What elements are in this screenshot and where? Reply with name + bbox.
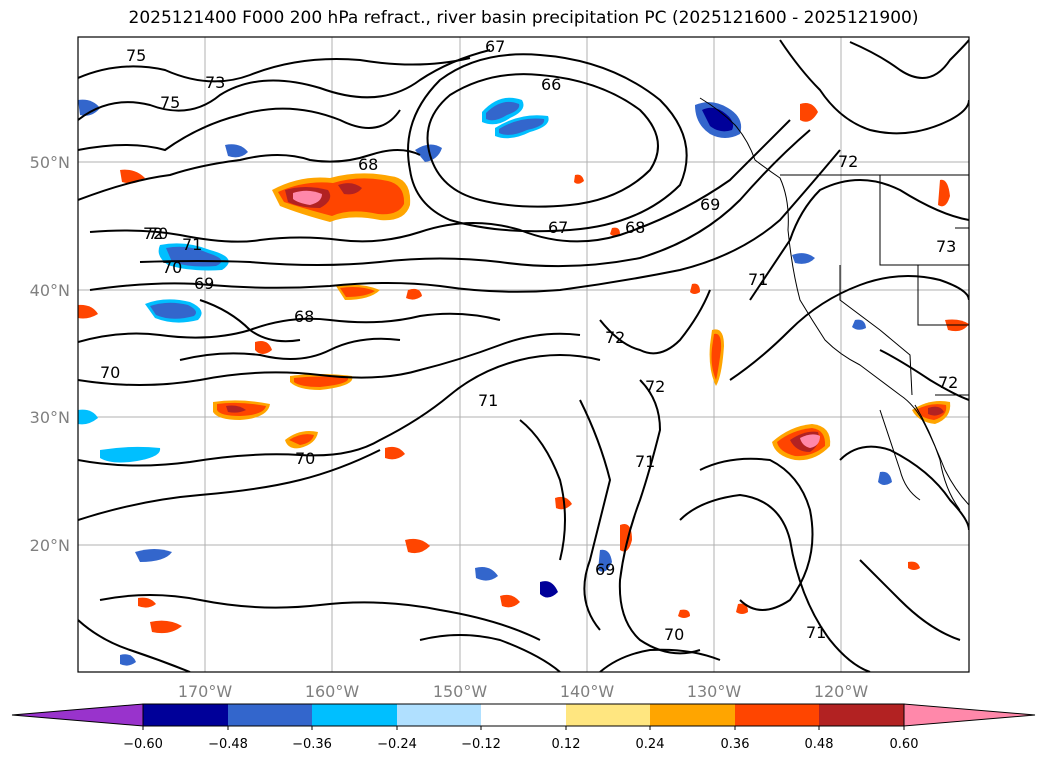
contour-label: 71 — [182, 235, 202, 254]
contour-label: 72 — [605, 328, 625, 347]
colorbar-segment — [481, 704, 566, 726]
contour-label: 71 — [748, 270, 768, 289]
contour-label: 71 — [635, 452, 655, 471]
colorbar-segment — [735, 704, 819, 726]
contour-label: 69 — [595, 560, 615, 579]
lon-label: 130°W — [687, 682, 742, 701]
contour-label: 72 — [838, 152, 858, 171]
contour-label: 70 — [100, 363, 120, 382]
colorbar-segment — [819, 704, 904, 726]
contour-label: 70 — [664, 625, 684, 644]
colorbar-tick-label: 0.36 — [721, 737, 750, 752]
lon-label: 120°W — [814, 682, 869, 701]
refractivity-contours — [78, 39, 969, 672]
contour-label: 72 — [938, 373, 958, 392]
contour-label: 70 — [162, 258, 182, 277]
lon-label: 170°W — [178, 682, 233, 701]
contour-label: 67 — [548, 218, 568, 237]
colorbar-tick-label: −0.12 — [461, 737, 501, 752]
lat-label: 20°N — [30, 536, 70, 555]
colorbar-tick-label: 0.60 — [890, 737, 919, 752]
colorbar-segment — [228, 704, 312, 726]
lat-label: 30°N — [30, 408, 70, 427]
lon-label: 140°W — [560, 682, 615, 701]
colorbar-tick-label: −0.36 — [292, 737, 332, 752]
contour-label: 72 — [645, 377, 665, 396]
contour-label: 68 — [358, 155, 378, 174]
lat-label: 50°N — [30, 153, 70, 172]
colorbar: −0.60 −0.48 −0.36 −0.24 −0.12 0.12 0.24 … — [11, 703, 1036, 752]
lon-label: 160°W — [305, 682, 360, 701]
contour-label: 70 — [295, 449, 315, 468]
colorbar-segment — [397, 704, 481, 726]
contour-label: 69 — [700, 195, 720, 214]
colorbar-extend-high — [903, 703, 1036, 727]
precip-shading — [78, 97, 969, 666]
colorbar-tick-label: −0.24 — [377, 737, 417, 752]
map-panel — [78, 37, 969, 672]
contour-label: 73 — [936, 237, 956, 256]
contour-label: 69 — [194, 274, 214, 293]
contour-label: 71 — [478, 391, 498, 410]
colorbar-extend-low — [11, 703, 144, 727]
colorbar-segment — [143, 704, 228, 726]
latitude-labels: 50°N 40°N 30°N 20°N — [30, 153, 70, 555]
colorbar-segment — [566, 704, 650, 726]
contour-label: 68 — [294, 307, 314, 326]
lon-label: 150°W — [433, 682, 488, 701]
contour-label: 67 — [485, 37, 505, 56]
contour-label-group: 75 73 75 70 72 71 70 69 68 68 70 70 66 6… — [100, 37, 958, 644]
contour-label: 72 — [143, 224, 163, 243]
map-frame — [77, 36, 970, 673]
colorbar-segment — [650, 704, 735, 726]
colorbar-tick-label: −0.60 — [123, 737, 163, 752]
colorbar-ticks — [142, 726, 905, 730]
coastlines — [699, 97, 969, 511]
contour-label: 68 — [625, 218, 645, 237]
colorbar-frame — [142, 703, 905, 727]
contour-label: 75 — [160, 93, 180, 112]
contour-label: 70 — [148, 224, 168, 243]
longitude-labels: 170°W 160°W 150°W 140°W 130°W 120°W — [178, 682, 869, 701]
colorbar-segment — [312, 704, 397, 726]
contour-label: 71 — [806, 623, 826, 642]
colorbar-tick-label: 0.12 — [552, 737, 581, 752]
colorbar-tick-label: 0.48 — [805, 737, 834, 752]
map-title: 2025121400 F000 200 hPa refract., river … — [128, 8, 919, 28]
lat-label: 40°N — [30, 281, 70, 300]
contour-label: 73 — [205, 73, 225, 92]
colorbar-tick-label: −0.48 — [208, 737, 248, 752]
contour-label: 75 — [126, 46, 146, 65]
colorbar-tick-label: 0.24 — [636, 737, 665, 752]
contour-label: 66 — [541, 75, 561, 94]
